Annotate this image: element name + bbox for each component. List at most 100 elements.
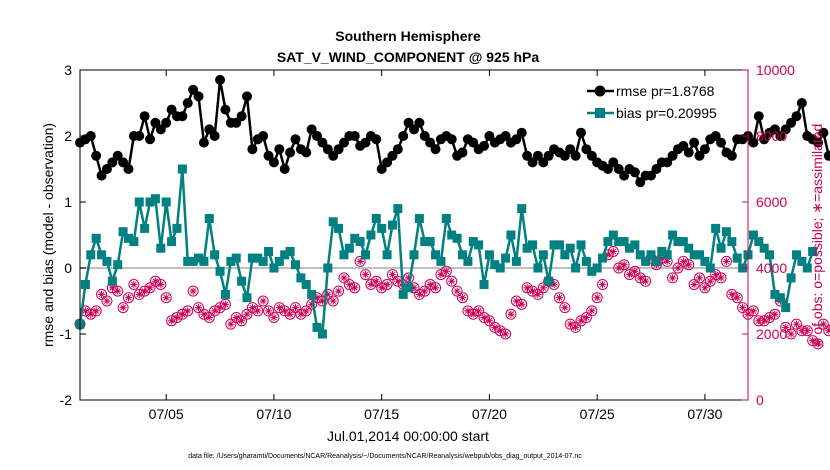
y-right-tick-label: 10000 [756,62,795,78]
bias-point [576,240,586,250]
bias-point [732,253,742,263]
rmse-point [274,144,285,155]
bias-point [404,283,414,293]
y-left-tick-label: 0 [64,260,72,276]
rmse-point [150,117,161,128]
bias-point [414,214,424,223]
rmse-point [796,98,807,108]
rmse-point [570,150,581,161]
rmse-point [188,84,199,95]
bias-point [641,256,651,266]
bias-point [301,280,311,289]
obs-assimilated-point [512,297,520,305]
bias-point [312,322,322,332]
obs-assimilated-point [221,300,230,308]
bias-point [689,250,699,260]
obs-assimilated-point [302,307,310,315]
bias-point [247,253,257,263]
bias-point [237,276,247,286]
y-left-tick-label: 1 [64,194,72,210]
rmse-point [479,140,490,151]
obs-assimilated-point [550,280,558,289]
obs-assimilated-point [636,274,644,282]
obs-assimilated-point [372,277,380,285]
bias-point [452,233,462,243]
obs-possible-point [122,292,134,304]
obs-assimilated-point [243,310,251,318]
bias-point [118,227,128,237]
obs-assimilated-point [275,304,283,312]
obs-assimilated-point [566,320,574,328]
obs-assimilated-point [528,287,537,295]
rmse-point [538,157,549,168]
rmse-point [511,134,522,145]
obs-assimilated-point [572,323,580,331]
rmse-point [123,164,134,174]
rmse-point [543,150,554,161]
rmse-point [161,117,172,128]
obs-assimilated-point [173,313,181,322]
rmse-point [290,134,301,145]
obs-assimilated-point [631,267,639,275]
obs-assimilated-point [135,290,143,298]
bias-point [538,250,548,260]
obs-assimilated-point [480,313,488,322]
rmse-point [419,131,430,141]
obs-assimilated-point [539,284,547,292]
obs-possible-point [289,302,301,314]
y-right-tick-label: 0 [756,392,764,408]
rmse-point [786,117,797,128]
bias-point [474,240,484,250]
bias-point [339,250,349,260]
rmse-point [376,164,387,174]
bias-point [484,250,494,260]
bias-point [721,227,731,237]
bias-point [802,263,812,273]
rmse-point [322,144,333,155]
obs-possible-point [586,305,598,317]
y-axis-label-left: rmse and bias (model - observation) [40,123,56,347]
bias-point [759,243,769,253]
obs-assimilated-point [582,313,590,322]
bias-point [264,247,274,256]
obs-assimilated-point [254,307,262,315]
bias-point [614,237,624,247]
rmse-point [382,157,393,168]
bias-point [382,250,392,260]
bias-point [145,197,155,207]
bias-point [113,260,123,270]
bias-point [624,243,634,253]
obs-possible-point [823,325,830,337]
rmse-point [333,144,344,155]
rmse-point [775,131,786,141]
x-tick-label: 07/05 [149,406,184,422]
obs-possible-point [160,292,172,304]
obs-possible-point [117,302,129,314]
x-axis-label: Jul.01,2014 00:00:00 start [327,428,489,444]
obs-assimilated-point [749,307,757,315]
bias-point [635,250,645,260]
obs-assimilated-point [615,264,623,272]
rmse-point [204,124,215,135]
obs-assimilated-point [690,280,698,289]
rmse-point [619,170,630,181]
obs-assimilated-point [620,261,628,269]
bias-point [285,247,295,256]
rmse-point [425,137,436,148]
obs-possible-point [386,269,398,281]
rmse-point [166,104,177,115]
rmse-point [602,164,613,174]
rmse-point [101,164,112,174]
legend-rmse-marker [594,85,606,97]
obs-assimilated-point [760,317,768,325]
rmse-point [716,137,727,148]
rmse-point [532,150,543,161]
bias-point [188,256,198,266]
obs-assimilated-point [340,274,348,282]
obs-assimilated-point [668,274,677,282]
obs-possible-point [225,318,237,330]
obs-assimilated-point [162,294,170,302]
obs-possible-point [360,269,372,281]
obs-possible-point [688,279,700,290]
rmse-point [306,124,317,135]
